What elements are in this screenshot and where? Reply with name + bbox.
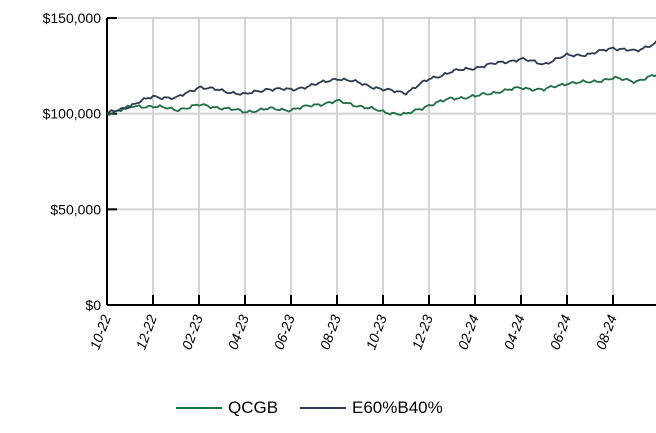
x-tick-label: 06-24 (547, 312, 574, 351)
series-lines (106, 40, 656, 116)
x-tick-label: 12-22 (133, 312, 160, 351)
x-tick-label: 10-22 (87, 312, 114, 351)
y-tick-label: $150,000 (43, 10, 102, 26)
axes: $0 $50,000 $100,000 $150,000 10-22 12-22 02-23… (43, 10, 656, 352)
x-tick-label: 08-23 (317, 312, 344, 351)
x-tick-label: 04-24 (501, 312, 528, 351)
y-tick-label: $0 (85, 297, 101, 313)
y-tick-label: $100,000 (43, 106, 102, 122)
x-tick-label: 10-23 (363, 312, 390, 351)
x-tick-label: 08-24 (593, 312, 620, 351)
x-tick-label: 06-23 (271, 312, 298, 351)
legend-label-e60-b40-: E60%B40% (352, 398, 443, 417)
legend: QCGB E60%B40% (176, 398, 443, 417)
y-tick-label: $50,000 (50, 201, 101, 217)
x-tick-label: 04-23 (225, 312, 252, 351)
series-line-qcgb (106, 74, 656, 116)
series-line-e60-b40- (106, 40, 656, 115)
grid (107, 17, 656, 305)
x-tick-label: 02-23 (179, 312, 206, 351)
x-tick-label: 12-23 (409, 312, 436, 351)
x-tick-label: 02-24 (455, 312, 482, 351)
legend-label-qcgb: QCGB (228, 398, 278, 417)
